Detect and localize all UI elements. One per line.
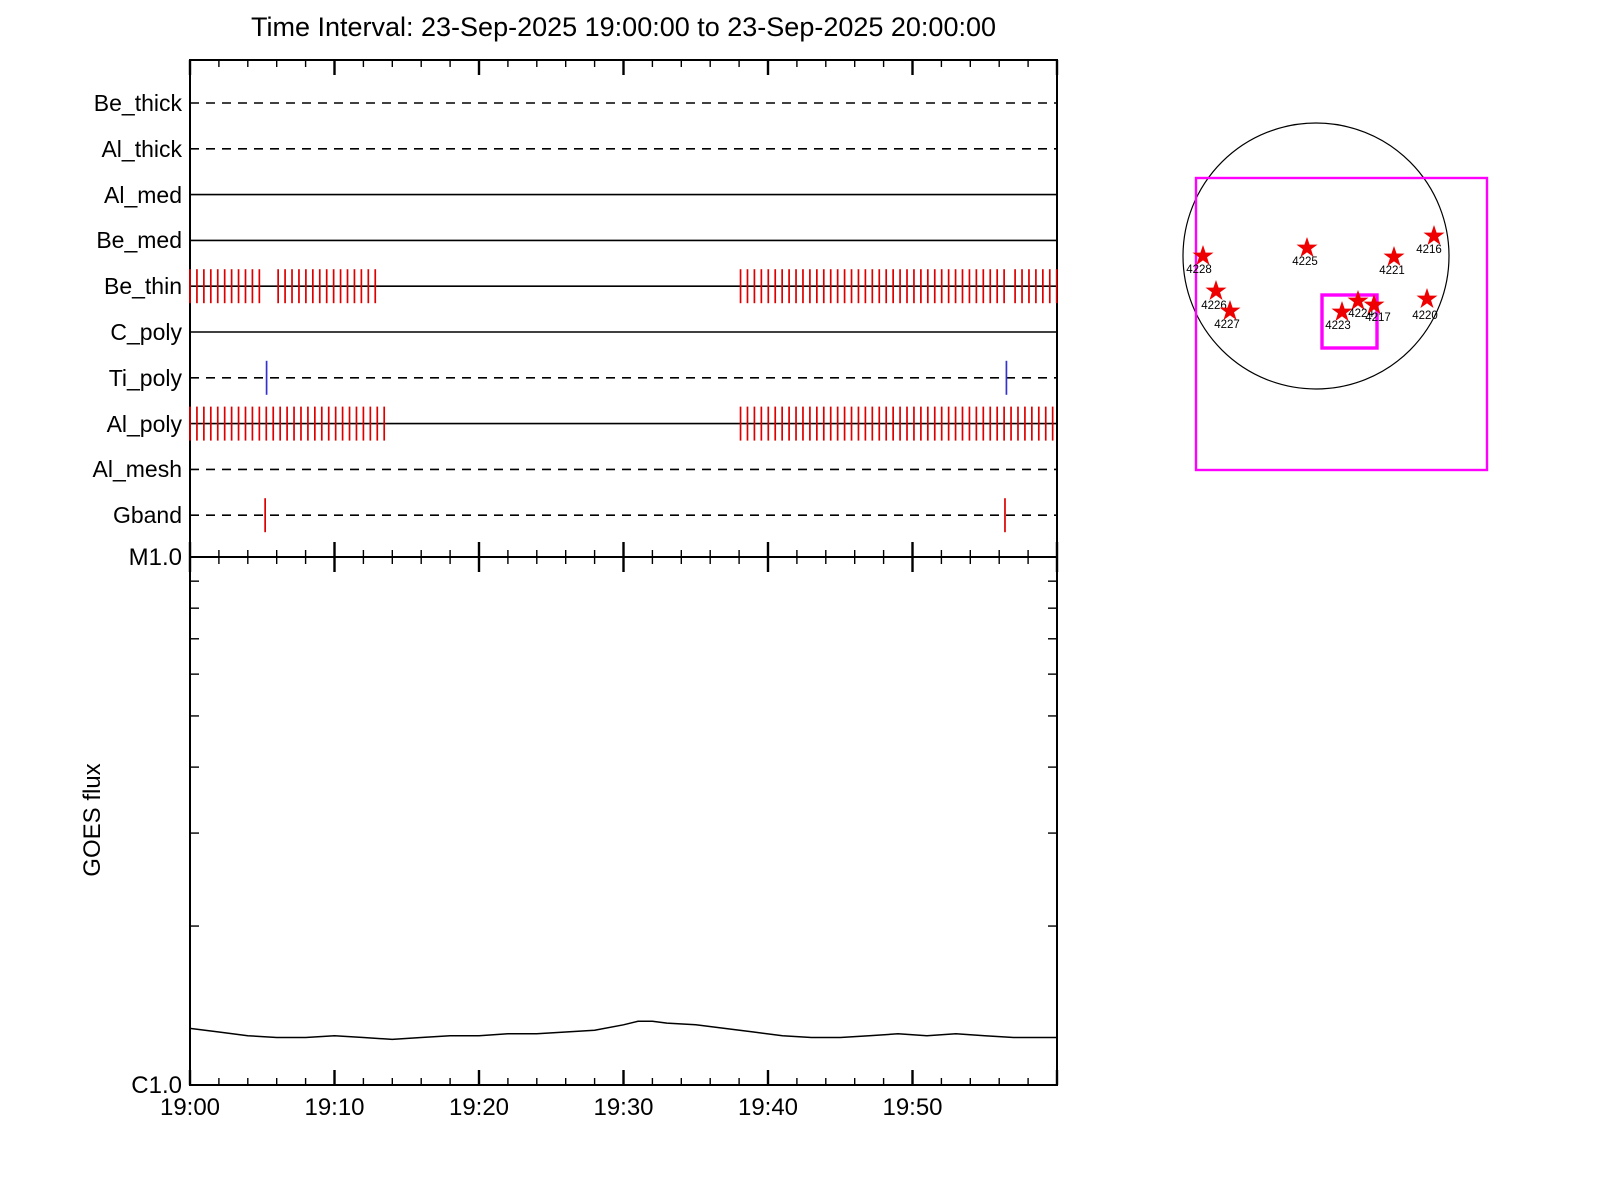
filter-row-label-Al_mesh: Al_mesh (92, 456, 182, 483)
filter-row-label-Be_thick: Be_thick (93, 90, 182, 116)
filter-row-label-Gband: Gband (112, 502, 182, 529)
page-title: Time Interval: 23-Sep-2025 19:00:00 to 2… (250, 12, 996, 42)
goes-ymin-label: C1.0 (131, 1072, 182, 1099)
time-axis-label-19:10: 19:10 (304, 1094, 365, 1121)
active-region-label-4226: 4226 (1201, 300, 1227, 312)
active-region-label-4223: 4223 (1325, 320, 1351, 332)
time-axis-label-19:50: 19:50 (882, 1094, 943, 1121)
goes-ymax-label: M1.0 (128, 544, 182, 571)
active-region-star-4225 (1296, 236, 1318, 257)
active-region-star-4220 (1416, 287, 1438, 308)
timeline-panel-box (189, 59, 1058, 558)
active-region-star-4226 (1205, 279, 1227, 300)
filter-row-label-Al_poly: Al_poly (106, 410, 182, 437)
active-region-label-4227: 4227 (1214, 319, 1240, 331)
active-region-label-4220: 4220 (1412, 310, 1438, 322)
time-axis-label-19:40: 19:40 (737, 1094, 799, 1121)
goes-panel-box (189, 556, 1058, 1086)
active-region-label-4224: 4224 (1348, 308, 1374, 320)
active-region-label-4216: 4216 (1416, 244, 1442, 256)
filter-row-label-Al_thick: Al_thick (101, 135, 182, 162)
active-region-label-4221: 4221 (1379, 265, 1405, 277)
active-region-star-4216 (1423, 224, 1445, 245)
filter-row-label-C_poly: C_poly (110, 319, 182, 345)
active-region-star-4227 (1219, 299, 1241, 320)
filter-row-label-Be_med: Be_med (96, 227, 182, 254)
filter-row-label-Al_med: Al_med (104, 181, 182, 208)
active-region-label-4217: 4217 (1365, 312, 1391, 324)
active-region-star-4221 (1383, 245, 1405, 266)
active-region-star-4223 (1331, 300, 1353, 321)
filter-row-label-Be_thin: Be_thin (103, 273, 182, 300)
solar-disk (1182, 122, 1450, 390)
active-region-star-4217 (1363, 293, 1385, 314)
active-region-star-4228 (1192, 244, 1214, 265)
time-axis-label-19:00: 19:00 (159, 1094, 221, 1121)
time-axis-label-19:30: 19:30 (593, 1094, 654, 1121)
fov-rect (1194, 176, 1489, 472)
active-region-label-4228: 4228 (1186, 264, 1212, 276)
time-axis-label-19:20: 19:20 (448, 1094, 510, 1121)
sub-fov-rect (1320, 293, 1379, 350)
goes-flux-line (189, 1020, 1057, 1041)
filter-row-label-Ti_poly: Ti_poly (108, 364, 182, 391)
active-region-star-4224 (1347, 289, 1369, 310)
active-region-label-4225: 4225 (1292, 256, 1318, 268)
